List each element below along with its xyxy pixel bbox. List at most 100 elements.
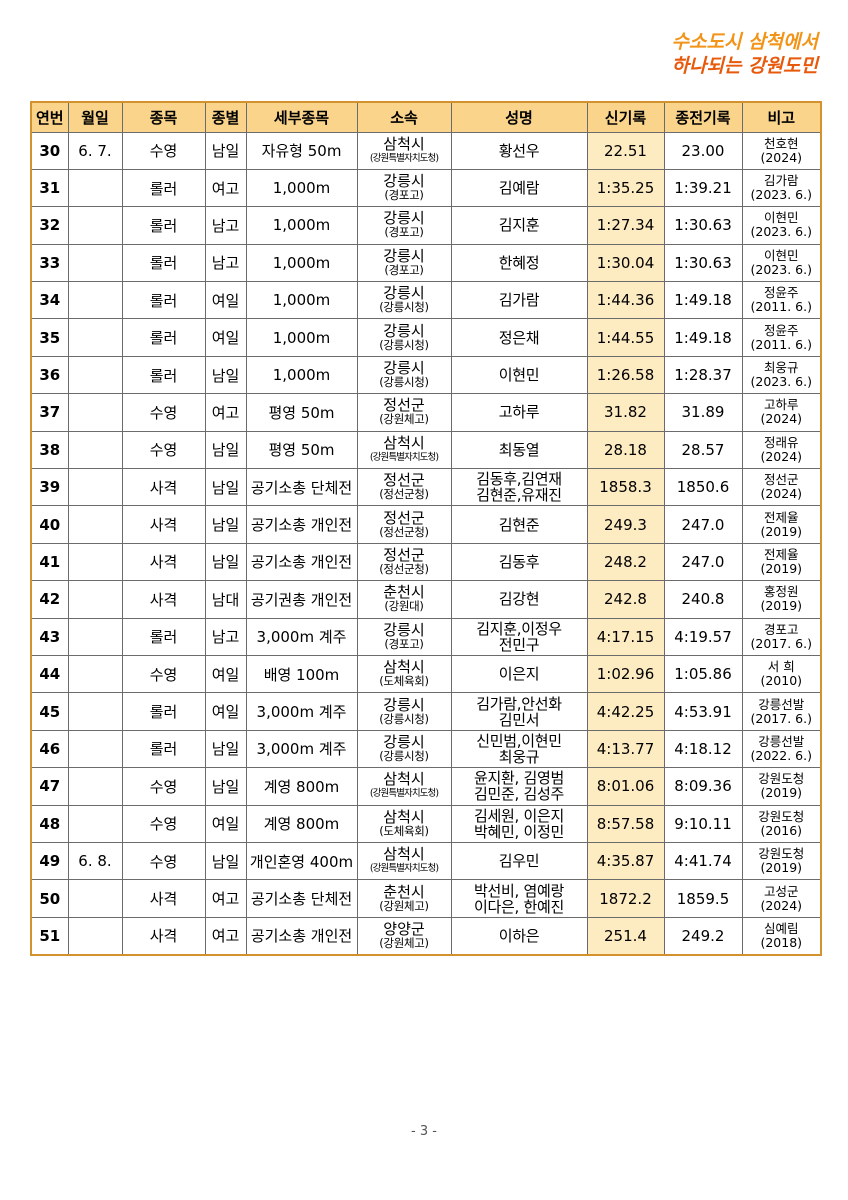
row-prev-record: 1:39.21 [663,168,743,208]
row-athlete-name: 윤지환, 김영범 김민준, 김성주 [450,767,588,806]
row-sport: 롤러 [121,692,206,731]
affiliation-city: 강릉시 [383,172,425,191]
records-table: 연번 월일 종목 종별 세부종목 소속 성명 신기록 종전기록 비고 30 6. … [30,101,822,956]
note-line: 심예림 [763,920,799,936]
row-new-record: 251.4 [586,916,665,956]
athlete-name-line: 김세원, 이은지 [474,806,564,825]
row-affiliation: 삼척시 (도체육회) [356,654,452,694]
row-note: 정래유 (2024) [741,430,822,470]
row-note: 정윤주 (2011. 6.) [741,318,822,357]
note-line: (2017. 6.) [750,635,812,651]
row-note: 심예림 (2018) [741,916,822,956]
athlete-name-line: 박선비, 염예랑 [474,881,564,900]
row-prev-record: 4:18.12 [663,729,743,769]
row-class: 여고 [204,879,247,918]
row-note: 최웅규 (2023. 6.) [741,355,822,395]
row-event: 개인혼영 400m [245,841,358,881]
row-new-record: 1:26.58 [586,355,665,395]
row-affiliation: 춘천시 (강원대) [356,580,452,619]
note-line: (2011. 6.) [750,299,812,315]
affiliation-city: 강릉시 [383,321,425,340]
row-prev-record: 247.0 [663,542,743,582]
affiliation-team: (도체육회) [379,674,429,689]
row-event: 3,000m 계주 [245,617,358,656]
note-line: 강릉선발 [758,696,805,712]
athlete-name-line: 김지훈 [498,216,540,235]
row-date [67,692,123,731]
row-new-record: 22.51 [586,131,665,170]
page-number: - 3 - [411,1124,437,1139]
affiliation-team: (강릉시청) [379,337,429,352]
row-new-record: 1:27.34 [586,206,665,245]
athlete-name-line: 김동후,김연재 [476,470,562,489]
affiliation-city: 춘천시 [383,882,425,901]
affiliation-city: 삼척시 [383,845,425,864]
row-number: 51 [30,916,69,956]
header-affiliation: 소속 [356,101,452,133]
row-new-record: 1:30.04 [586,243,665,283]
athlete-name-line: 김가람,안선화 [476,694,562,713]
row-note: 고하루 (2024) [741,393,822,432]
affiliation-city: 정선군 [383,545,425,564]
row-prev-record: 23.00 [663,131,743,170]
row-prev-record: 4:53.91 [663,692,743,731]
row-athlete-name: 김우민 [450,841,588,881]
row-prev-record: 1:49.18 [663,281,743,320]
note-line: (2019) [760,598,803,614]
row-class: 남고 [204,617,247,656]
row-date [67,655,123,694]
row-class: 남일 [204,841,247,881]
affiliation-team: (경포고) [384,188,424,203]
row-note: 경포고 (2017. 6.) [741,617,822,656]
note-line: (2024) [760,149,803,165]
note-line: (2019) [760,860,803,876]
row-event: 공기소총 단체전 [245,468,358,507]
row-date [67,505,123,544]
affiliation-team: (정선군청) [379,487,429,502]
row-note: 강원도청 (2019) [741,841,822,881]
affiliation-city: 강릉시 [383,359,425,378]
note-line: 강원도청 [758,846,805,862]
row-sport: 사격 [121,879,206,918]
affiliation-team: (정선군청) [379,524,429,539]
affiliation-team: (강원특별자치도청) [369,863,439,875]
row-athlete-name: 신민범,이현민 최웅규 [450,729,588,769]
row-athlete-name: 김지훈,이정우 전민구 [450,617,588,656]
header-sport: 종목 [121,101,206,133]
athlete-name-line: 윤지환, 김영범 [474,769,564,788]
row-sport: 롤러 [121,206,206,245]
affiliation-team: (강릉시청) [379,711,429,726]
row-new-record: 242.8 [586,580,665,619]
row-affiliation: 강릉시 (경포고) [356,243,452,283]
row-affiliation: 강릉시 (경포고) [356,168,452,208]
athlete-name-line: 최동열 [498,440,540,459]
row-number: 35 [30,318,69,357]
note-line: (2024) [760,448,803,464]
note-line: (2023. 6.) [750,261,812,277]
row-date [67,393,123,432]
row-note: 전제율 (2019) [741,505,822,544]
table-row: 41 사격 남일 공기소총 개인전 정선군 (정선군청) 김동후 248.2 247.0 전제율(… [30,542,822,582]
affiliation-city: 강릉시 [383,246,425,265]
row-athlete-name: 황선우 [450,131,588,170]
row-class: 남일 [204,542,247,582]
athlete-name-line: 김우민 [498,852,540,871]
athlete-name-line: 김예람 [498,179,540,198]
row-number: 42 [30,580,69,619]
row-number: 48 [30,804,69,843]
row-event: 1,000m [245,281,358,320]
header-name: 성명 [450,101,588,133]
row-note: 강원도청 (2019) [741,767,822,806]
row-date [67,879,123,918]
affiliation-city: 강릉시 [383,209,425,228]
note-line: 경포고 [763,621,799,637]
affiliation-team: (강원특별자치도청) [369,152,439,164]
row-date [67,281,123,320]
row-note: 강원도청 (2016) [741,804,822,843]
row-sport: 수영 [121,654,206,694]
row-event: 3,000m 계주 [245,729,358,769]
row-sport: 수영 [121,430,206,470]
row-new-record: 28.18 [586,430,665,470]
row-affiliation: 삼척시 (강원특별자치도청) [356,767,452,806]
row-prev-record: 8:09.36 [663,767,743,806]
